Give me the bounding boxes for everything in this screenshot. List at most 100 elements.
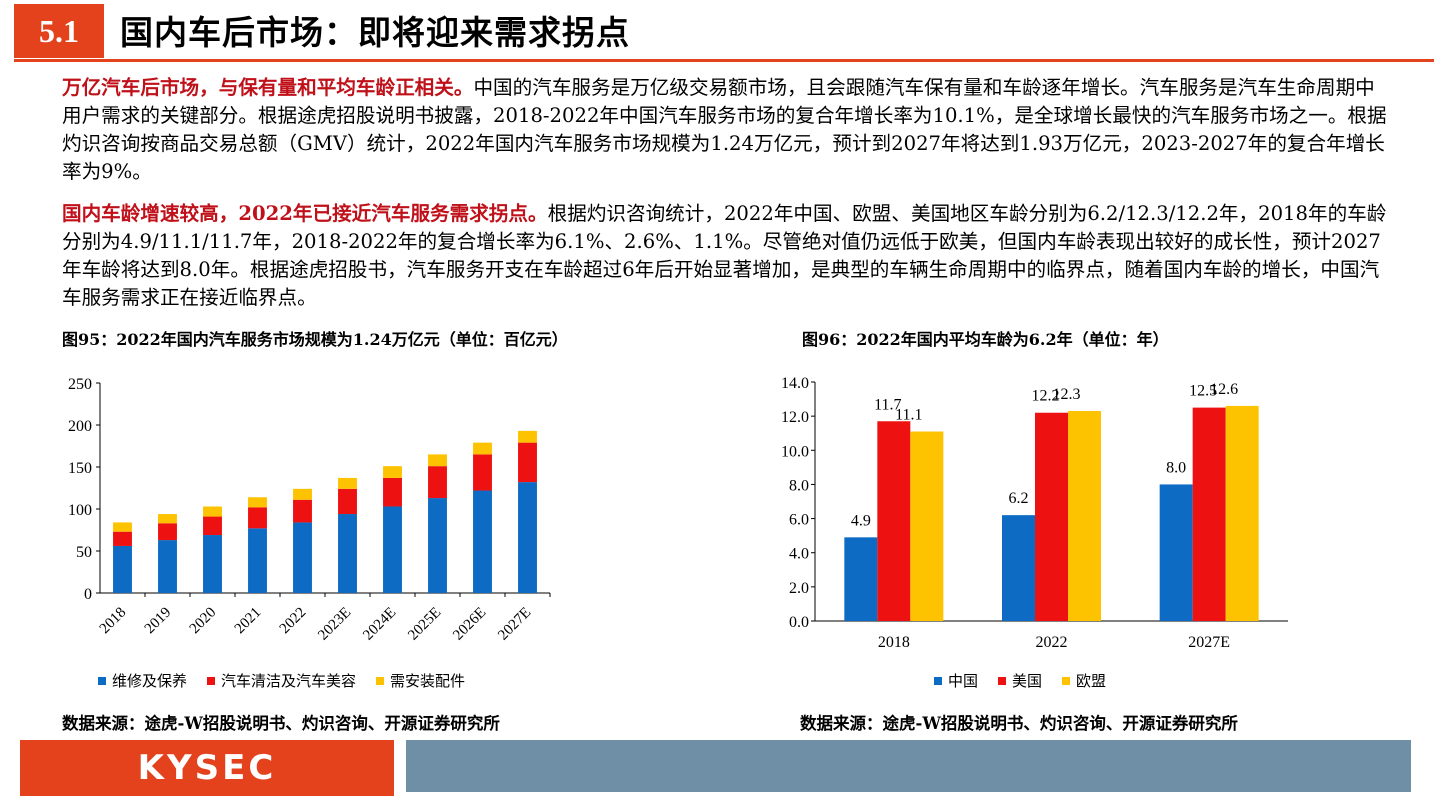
y-tick-label: 150 xyxy=(68,460,92,477)
legend-swatch xyxy=(376,676,385,685)
bar xyxy=(1159,484,1193,621)
y-tick-label: 200 xyxy=(68,418,92,435)
data-label: 11.7 xyxy=(874,396,901,413)
legend-label: 美国 xyxy=(1012,672,1043,690)
x-tick-label: 2020 xyxy=(187,605,220,638)
y-tick-label: 8.0 xyxy=(789,477,809,494)
bar-segment xyxy=(158,514,177,524)
bar-segment xyxy=(473,454,492,491)
bar-segment xyxy=(428,498,447,593)
x-tick-label: 2018 xyxy=(878,634,910,651)
bar-segment xyxy=(248,528,267,593)
title-underline xyxy=(14,59,1434,62)
x-tick-label: 2024E xyxy=(360,605,399,644)
figure-96-title: 图96：2022年国内平均车龄为6.2年（单位：年） xyxy=(802,330,1169,349)
paragraph-highlight: 国内车龄增速较高，2022年已接近汽车服务需求拐点。 xyxy=(62,202,548,225)
y-tick-label: 100 xyxy=(68,502,92,519)
data-label: 4.9 xyxy=(851,512,871,529)
legend-item: 汽车清洁及汽车美容 xyxy=(207,670,356,691)
legend-chart-96: 中国 美国 欧盟 xyxy=(934,670,1106,691)
data-label: 12.2 xyxy=(1032,388,1060,405)
chart-vehicle-age: 0.0 2.0 4.0 6.0 8.0 10.0 12.0 14.0 4.9 11.711.1 20… xyxy=(781,375,1288,651)
paragraph-body: 根据灼识咨询统计，2022年中国、欧盟、美国地区车龄分别为6.2/12.3/12… xyxy=(62,202,1387,309)
legend-label: 中国 xyxy=(948,672,979,690)
bar-segment xyxy=(113,531,132,546)
y-tick-label: 4.0 xyxy=(789,546,809,563)
paragraph-body: 中国的汽车服务是万亿级交易额市场，且会跟随汽车保有量和车龄逐年增长。汽车服务是汽… xyxy=(62,76,1387,183)
legend-swatch xyxy=(934,676,942,685)
paragraph-vehicle-age: 国内车龄增速较高，2022年已接近汽车服务需求拐点。根据灼识咨询统计，2022年… xyxy=(62,200,1392,312)
bar-segment xyxy=(338,477,357,489)
figure-96-source: 数据来源：途虎-W招股说明书、灼识咨询、开源证券研究所 xyxy=(800,714,1238,733)
page-title: 国内车后市场：即将迎来需求拐点 xyxy=(120,13,630,52)
x-tick-label: 2026E xyxy=(450,605,489,644)
data-label: 12.3 xyxy=(1053,386,1081,403)
bar-segment xyxy=(428,466,447,499)
y-tick-label: 2.0 xyxy=(789,580,809,597)
x-tick-label: 2027E xyxy=(1188,634,1230,651)
y-tick-label: 0.0 xyxy=(789,614,809,631)
kysec-logo: KYSEC xyxy=(20,740,394,796)
bar xyxy=(910,431,944,621)
bar-segment xyxy=(248,497,267,508)
legend-item: 美国 xyxy=(998,670,1042,691)
legend-label: 汽车清洁及汽车美容 xyxy=(221,672,357,690)
y-tick-label: 12.0 xyxy=(781,409,809,426)
bar-segment xyxy=(203,506,222,517)
bar-segment xyxy=(293,522,312,593)
bar-segment xyxy=(293,488,312,500)
y-tick-label: 10.0 xyxy=(781,443,809,460)
data-label: 12.5 xyxy=(1189,383,1217,400)
bar-segment xyxy=(518,442,537,483)
bar-segment xyxy=(203,516,222,536)
x-tick-label: 2018 xyxy=(97,605,130,638)
bar-segment xyxy=(383,506,402,593)
legend-chart-95: 维修及保养 汽车清洁及汽车美容 需安装配件 xyxy=(98,670,465,691)
bar xyxy=(1068,411,1101,621)
bar-segment xyxy=(338,514,357,593)
bar xyxy=(1192,407,1226,621)
bar xyxy=(1225,405,1259,621)
y-tick-label: 250 xyxy=(68,376,92,393)
bar xyxy=(1035,412,1068,621)
bar-segment xyxy=(383,477,402,507)
legend-item: 欧盟 xyxy=(1062,670,1106,691)
bar-segment xyxy=(518,430,537,443)
bar-segment xyxy=(338,488,357,515)
x-tick-label: 2025E xyxy=(405,605,444,644)
legend-label: 维修及保养 xyxy=(112,672,188,690)
bar xyxy=(844,537,878,621)
footer-bar xyxy=(406,740,1411,792)
bar-segment xyxy=(518,482,537,593)
x-tick-label: 2027E xyxy=(495,605,534,644)
legend-label: 需安装配件 xyxy=(390,672,466,690)
y-tick-label: 6.0 xyxy=(789,512,809,529)
y-tick-label: 14.0 xyxy=(781,375,809,392)
bar-segment xyxy=(473,442,492,455)
paragraph-market: 万亿汽车后市场，与保有量和平均车龄正相关。中国的汽车服务是万亿级交易额市场，且会… xyxy=(62,74,1392,186)
x-tick-label: 2022 xyxy=(277,605,310,638)
legend-label: 欧盟 xyxy=(1076,672,1107,690)
legend-swatch xyxy=(1062,676,1071,685)
bar-segment xyxy=(383,466,402,478)
legend-swatch xyxy=(998,676,1007,685)
bar-segment xyxy=(113,522,132,532)
x-tick-label: 2023E xyxy=(315,605,354,644)
data-label: 11.1 xyxy=(895,407,922,424)
x-tick-label: 2021 xyxy=(232,605,265,638)
x-tick-label: 2022 xyxy=(1036,634,1068,651)
legend-item: 维修及保养 xyxy=(98,670,187,691)
bar xyxy=(877,421,911,621)
chart-market-size: 0 50 100 150 200 250 2018 2019 2020 2021 2022 2023E… xyxy=(68,376,551,644)
data-label: 12.6 xyxy=(1210,381,1238,398)
data-label: 8.0 xyxy=(1166,459,1186,476)
y-tick-label: 0 xyxy=(84,586,92,603)
legend-swatch xyxy=(207,676,216,685)
bar-segment xyxy=(428,454,447,467)
bar-segment xyxy=(248,507,267,529)
figure-95-title: 图95：2022年国内汽车服务市场规模为1.24万亿元（单位：百亿元） xyxy=(62,330,568,349)
y-tick-label: 50 xyxy=(76,544,92,561)
bar-segment xyxy=(293,499,312,523)
figure-95-source: 数据来源：途虎-W招股说明书、灼识咨询、开源证券研究所 xyxy=(62,714,500,733)
section-number: 5.1 xyxy=(14,4,104,58)
